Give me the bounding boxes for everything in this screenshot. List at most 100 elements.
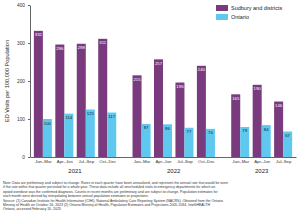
data-label: 298 <box>78 45 86 50</box>
y-tick-mark <box>28 5 30 6</box>
data-label: 86 <box>165 126 170 131</box>
legend-label: Ontario <box>231 14 249 20</box>
data-label: 311 <box>99 40 106 45</box>
data-label: 77 <box>187 129 192 134</box>
bar <box>133 75 142 157</box>
x-tick-label: Apr–Jun <box>57 159 74 164</box>
note-line: Source: (1) Canadian Institute for Healt… <box>3 199 223 203</box>
x-tick: Jan–Mar <box>134 159 151 164</box>
chart: 332 296 298 311 215 257 196 240 165 190 146 100 114 1… <box>0 0 300 218</box>
bar <box>142 124 151 157</box>
note-line: each month were derived by interpolating… <box>3 194 149 198</box>
bar <box>231 94 240 157</box>
bar <box>98 39 107 157</box>
x-tick-label: Apr–Jun <box>254 159 271 164</box>
x-group-label: 2023 <box>255 168 269 174</box>
bars <box>34 31 292 157</box>
y-tick-label: 400 <box>17 3 25 8</box>
bar <box>43 119 52 157</box>
data-label: 79 <box>242 128 247 133</box>
legend: Sudbury and districts Ontario <box>216 5 283 20</box>
bar <box>175 83 184 157</box>
note-line: Ontario, accessed February 10, 2023 <box>3 207 61 211</box>
bar <box>184 128 193 157</box>
y-tick-mark <box>28 43 30 44</box>
x-tick-label: Jul–Sep <box>79 159 95 164</box>
x-group-label: 2021 <box>68 168 82 174</box>
y-tick-label: 0 <box>22 155 25 160</box>
data-label: 74 <box>208 130 213 135</box>
legend-swatch <box>216 14 228 20</box>
bar <box>154 59 163 157</box>
data-label: 117 <box>108 114 115 119</box>
legend-swatch <box>216 5 228 11</box>
data-label: 240 <box>198 67 206 72</box>
bar <box>274 102 283 157</box>
x-tick-label: Oct–Dec <box>198 159 216 164</box>
bar <box>107 113 116 157</box>
data-label: 332 <box>35 32 43 37</box>
y-tick: 200 <box>17 79 30 84</box>
x-tick: Apr–Jun <box>57 159 74 164</box>
data-label: 296 <box>56 46 64 51</box>
x-tick: Apr–Jun <box>254 159 271 164</box>
notes: Note: Data are preliminary and subject t… <box>3 181 228 211</box>
x-tick: Jan–Mar <box>232 159 249 164</box>
y-tick: 300 <box>17 41 30 46</box>
data-label: 196 <box>176 84 184 89</box>
data-label: 257 <box>155 61 163 66</box>
x-group-label: 2022 <box>167 168 181 174</box>
y-tick-label: 100 <box>17 117 25 122</box>
bar <box>240 127 249 157</box>
x-tick-label: Jul–Sep <box>177 159 193 164</box>
bar <box>262 125 271 157</box>
data-label: 114 <box>65 115 72 120</box>
bar <box>55 45 64 157</box>
legend-label: Sudbury and districts <box>231 5 283 11</box>
note-line: Note: Data are preliminary and subject t… <box>3 181 228 185</box>
data-label: 125 <box>87 111 95 116</box>
y-tick-mark <box>28 81 30 82</box>
x-axis-line <box>31 157 297 158</box>
y-axis: 0 100 200 300 400 <box>17 3 31 160</box>
data-labels: 332 296 298 311 215 257 196 240 165 190 146 100 114 1… <box>35 32 291 138</box>
x-tick: Jan–Mar <box>35 159 52 164</box>
y-tick: 400 <box>17 3 30 8</box>
data-label: 100 <box>44 121 52 126</box>
data-label: 190 <box>254 86 262 91</box>
data-label: 146 <box>275 103 283 108</box>
data-label: 165 <box>232 96 240 101</box>
data-label: 67 <box>285 133 290 138</box>
y-tick: 100 <box>17 117 30 122</box>
x-axis: Jan–Mar Apr–Jun Jul–Sep Oct–Dec Jan–Mar Apr–J… <box>31 158 297 165</box>
x-tick-label: Jan–Mar <box>35 159 52 164</box>
y-tick-mark <box>28 157 30 158</box>
x-tick-label: Jan–Mar <box>232 159 249 164</box>
bar <box>163 124 172 157</box>
bar <box>197 66 206 157</box>
bar <box>86 110 95 158</box>
note-line: if the rate within that quarter persiste… <box>3 185 215 189</box>
y-axis-title: ED Visits per 100,000 Population <box>4 40 10 122</box>
x-tick-label: Jan–Mar <box>134 159 151 164</box>
x-tick-label: Oct–Dec <box>99 159 117 164</box>
bar <box>34 31 43 157</box>
bar <box>64 114 73 157</box>
x-tick: Apr–Jun <box>155 159 172 164</box>
bar <box>253 85 262 157</box>
x-tick: Oct–Dec <box>99 159 117 164</box>
y-tick-mark <box>28 119 30 120</box>
data-label: 215 <box>133 77 141 82</box>
x-tick: Jul–Sep <box>276 159 292 164</box>
x-tick: Oct–Dec <box>198 159 216 164</box>
data-label: 84 <box>264 127 269 132</box>
y-tick: 0 <box>22 155 30 160</box>
y-tick-label: 300 <box>17 41 25 46</box>
bar <box>77 44 86 157</box>
data-label: 87 <box>144 125 149 130</box>
note-line: opioid overdose was the confirmed diagno… <box>3 190 218 194</box>
y-tick-label: 200 <box>17 79 25 84</box>
x-tick-label: Apr–Jun <box>155 159 172 164</box>
x-tick: Jul–Sep <box>177 159 193 164</box>
y-axis-line <box>30 6 31 158</box>
